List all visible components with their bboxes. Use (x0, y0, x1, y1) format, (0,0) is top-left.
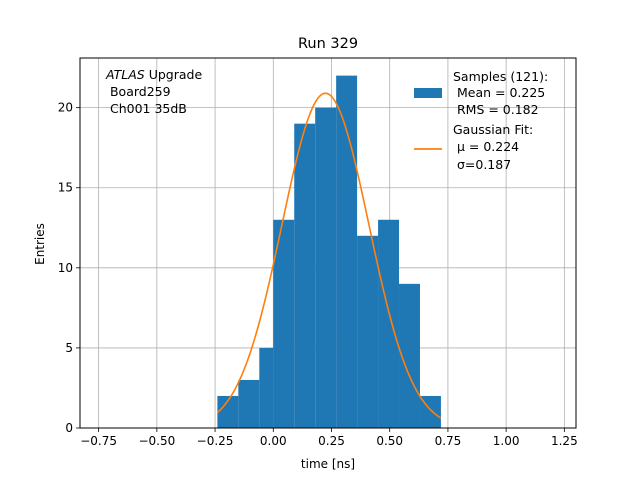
histogram-bar (315, 107, 337, 428)
x-tick-label: 1.25 (551, 434, 578, 448)
x-tick-label: −0.50 (138, 434, 175, 448)
histogram-bar (294, 123, 316, 429)
x-tick-label: −0.25 (197, 434, 234, 448)
y-tick-label: 15 (58, 181, 73, 195)
gaussian-fit (216, 92, 442, 419)
histogram-bar (238, 379, 260, 428)
legend-fit-line-1: Gaussian Fit: (453, 122, 533, 137)
histogram-bar (273, 219, 295, 428)
legend-fit-line-2: μ = 0.224 (453, 139, 519, 154)
y-tick-label: 10 (58, 261, 73, 275)
histogram-bar (357, 235, 379, 428)
y-tick-label: 0 (65, 421, 73, 435)
x-tick-label: 0.00 (260, 434, 287, 448)
legend-samples-line-2: Mean = 0.225 (453, 85, 545, 100)
histogram-bar (259, 347, 274, 428)
legend: Samples (121): Mean = 0.225 RMS = 0.182 … (414, 69, 548, 172)
y-tick-label: 20 (58, 101, 73, 115)
y-tick-label: 5 (65, 341, 73, 355)
histogram-bars (217, 75, 441, 429)
axis-ticks: −0.75 −0.50 −0.25 0.00 0.25 0.50 0.75 1.00 1.25 0… (58, 101, 578, 448)
annotation-line-3: Ch001 35dB (106, 101, 187, 116)
y-axis-label: Entries (33, 223, 47, 265)
x-tick-label: −0.75 (80, 434, 117, 448)
axes-frame (79, 57, 577, 429)
legend-samples-line-3: RMS = 0.182 (453, 102, 539, 117)
annotation-box: ATLAS Upgrade Board259 Ch001 35dB (105, 67, 202, 116)
x-axis-label: time [ns] (301, 457, 355, 471)
annotation-line-2: Board259 (106, 84, 171, 99)
x-tick-label: 0.50 (376, 434, 403, 448)
histogram-bar (378, 219, 400, 428)
legend-swatch-samples (414, 88, 442, 98)
x-tick-label: 0.75 (435, 434, 462, 448)
histogram-bar (399, 283, 420, 428)
annotation-atlas: ATLAS (105, 67, 145, 82)
legend-fit-line-3: σ=0.187 (453, 157, 511, 172)
annotation-upgrade: Upgrade (145, 67, 203, 82)
chart-title: Run 329 (298, 36, 358, 52)
x-tick-label: 0.25 (318, 434, 345, 448)
fit-curve (216, 92, 442, 419)
x-tick-label: 1.00 (493, 434, 520, 448)
histogram-bar (336, 75, 358, 428)
histogram-bar (217, 395, 239, 428)
legend-samples-line-1: Samples (121): (453, 69, 548, 84)
annotation-line-1: ATLAS Upgrade (105, 67, 202, 82)
